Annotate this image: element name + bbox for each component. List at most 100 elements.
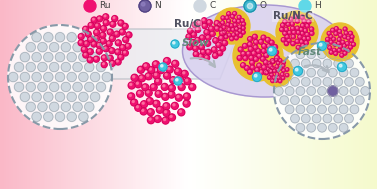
Bar [339, 0, 341, 189]
Circle shape [242, 43, 247, 48]
Bar [4, 0, 6, 189]
Circle shape [183, 93, 190, 100]
Circle shape [282, 69, 285, 72]
Circle shape [343, 51, 347, 55]
Circle shape [183, 100, 190, 107]
Circle shape [290, 22, 294, 26]
Bar [72, 0, 74, 189]
Bar [104, 0, 106, 189]
Bar [26, 0, 28, 189]
Bar [34, 0, 36, 189]
Circle shape [260, 56, 265, 61]
Circle shape [239, 48, 241, 50]
Bar [23, 0, 25, 189]
Circle shape [329, 50, 333, 54]
Circle shape [190, 40, 195, 45]
Circle shape [128, 93, 135, 100]
Circle shape [92, 42, 94, 44]
Circle shape [111, 22, 113, 24]
Circle shape [271, 74, 272, 75]
Circle shape [273, 77, 274, 78]
Circle shape [325, 41, 329, 45]
Circle shape [178, 109, 185, 116]
Circle shape [49, 43, 59, 52]
Circle shape [254, 58, 256, 59]
Circle shape [44, 72, 53, 82]
Circle shape [217, 43, 219, 45]
Circle shape [61, 102, 70, 112]
Circle shape [44, 112, 53, 122]
Bar [250, 0, 252, 189]
Circle shape [334, 96, 343, 105]
Bar [239, 0, 241, 189]
Circle shape [338, 29, 342, 33]
Circle shape [268, 45, 269, 46]
Circle shape [219, 30, 225, 36]
Circle shape [205, 35, 211, 40]
Bar [102, 0, 104, 189]
Circle shape [242, 52, 244, 54]
Circle shape [214, 21, 220, 26]
Circle shape [227, 33, 231, 37]
Circle shape [244, 0, 256, 12]
Circle shape [79, 52, 88, 62]
Bar [235, 0, 237, 189]
Bar [59, 0, 61, 189]
Circle shape [38, 62, 47, 72]
Circle shape [349, 32, 351, 33]
Circle shape [341, 54, 342, 55]
Circle shape [44, 33, 53, 42]
Circle shape [164, 111, 167, 113]
Circle shape [211, 47, 217, 53]
Circle shape [236, 28, 237, 29]
Circle shape [67, 52, 77, 62]
Circle shape [166, 66, 173, 73]
Circle shape [288, 31, 290, 33]
Circle shape [154, 62, 156, 64]
Circle shape [239, 29, 240, 31]
Bar [108, 0, 110, 189]
Circle shape [213, 53, 218, 58]
Circle shape [262, 36, 264, 38]
Bar [165, 0, 167, 189]
Circle shape [264, 61, 266, 62]
Circle shape [115, 59, 121, 65]
Circle shape [115, 49, 121, 55]
Bar [70, 0, 72, 189]
Circle shape [292, 35, 293, 37]
Circle shape [155, 73, 157, 75]
Circle shape [213, 48, 215, 50]
Circle shape [231, 28, 235, 32]
Circle shape [271, 66, 274, 70]
Circle shape [312, 114, 321, 123]
Circle shape [238, 16, 239, 17]
Circle shape [222, 25, 226, 29]
Circle shape [233, 12, 235, 13]
Bar [66, 0, 68, 189]
Circle shape [139, 0, 151, 12]
Circle shape [79, 112, 88, 122]
Circle shape [101, 39, 103, 41]
Circle shape [234, 24, 235, 25]
Circle shape [329, 46, 330, 48]
Bar [349, 0, 351, 189]
Bar [369, 0, 371, 189]
Circle shape [106, 41, 112, 47]
Bar [15, 0, 17, 189]
Circle shape [20, 52, 29, 62]
Circle shape [307, 123, 316, 132]
Circle shape [300, 23, 305, 28]
Circle shape [283, 31, 287, 36]
Circle shape [339, 50, 348, 59]
Circle shape [291, 59, 299, 68]
Circle shape [14, 62, 24, 72]
Circle shape [171, 40, 179, 48]
Circle shape [124, 25, 125, 26]
Bar [148, 0, 150, 189]
Circle shape [271, 60, 275, 64]
Bar [358, 0, 360, 189]
Circle shape [329, 35, 333, 39]
Bar [157, 0, 159, 189]
Circle shape [265, 54, 267, 55]
Circle shape [293, 14, 298, 19]
